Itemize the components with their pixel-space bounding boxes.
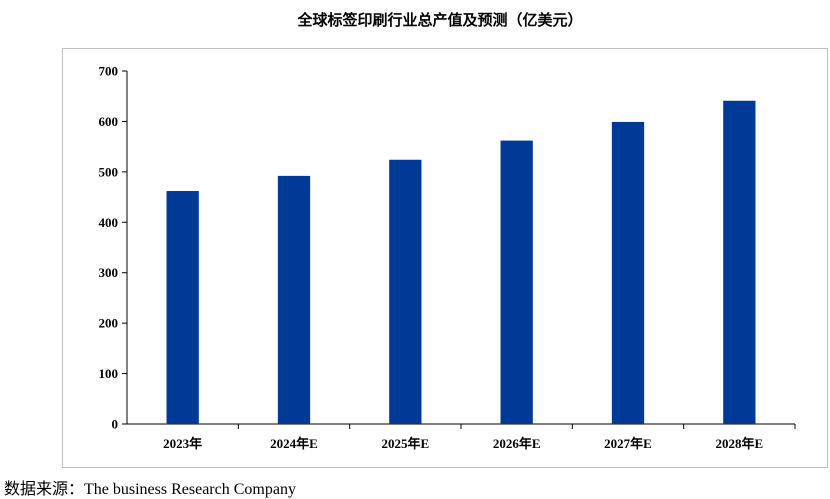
y-axis-ticks: 0 100 200 300 400 500 600 700 xyxy=(99,64,127,432)
bars xyxy=(166,100,756,425)
bar xyxy=(723,100,756,424)
y-tick-label: 200 xyxy=(99,316,119,331)
bar xyxy=(500,140,533,424)
y-tick-label: 100 xyxy=(99,366,119,381)
bar xyxy=(389,159,422,425)
bar xyxy=(166,191,199,424)
source-note: 数据来源：The business Research Company xyxy=(4,481,296,498)
y-tick-label: 0 xyxy=(112,417,119,432)
bar xyxy=(611,121,645,424)
x-category-label: 2024年E xyxy=(270,436,318,451)
chart-frame xyxy=(62,48,828,468)
x-category-label: 2028年E xyxy=(715,436,763,451)
x-category-label: 2026年E xyxy=(493,436,541,451)
bar-chart: 全球标签印刷行业总产值及预测（亿美元） 0 100 200 300 400 500 600 7… xyxy=(99,11,796,451)
bar xyxy=(277,175,311,424)
y-tick-label: 500 xyxy=(99,164,119,179)
chart-title: 全球标签印刷行业总产值及预测（亿美元） xyxy=(296,11,582,29)
y-tick-label: 600 xyxy=(99,114,119,129)
x-category-label: 2025年E xyxy=(381,436,429,451)
axes xyxy=(126,71,795,425)
y-tick-label: 300 xyxy=(99,265,119,280)
x-category-label: 2023年 xyxy=(163,436,202,451)
y-tick-label: 700 xyxy=(99,64,119,79)
x-category-label: 2027年E xyxy=(604,436,652,451)
x-axis-labels: 2023年 2024年E 2025年E 2026年E 2027年E 2028年E xyxy=(163,424,796,451)
y-tick-label: 400 xyxy=(99,215,119,230)
